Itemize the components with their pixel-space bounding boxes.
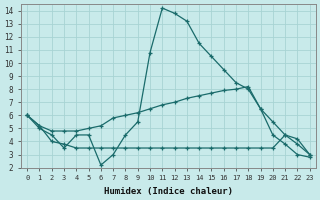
X-axis label: Humidex (Indice chaleur): Humidex (Indice chaleur)	[104, 187, 233, 196]
